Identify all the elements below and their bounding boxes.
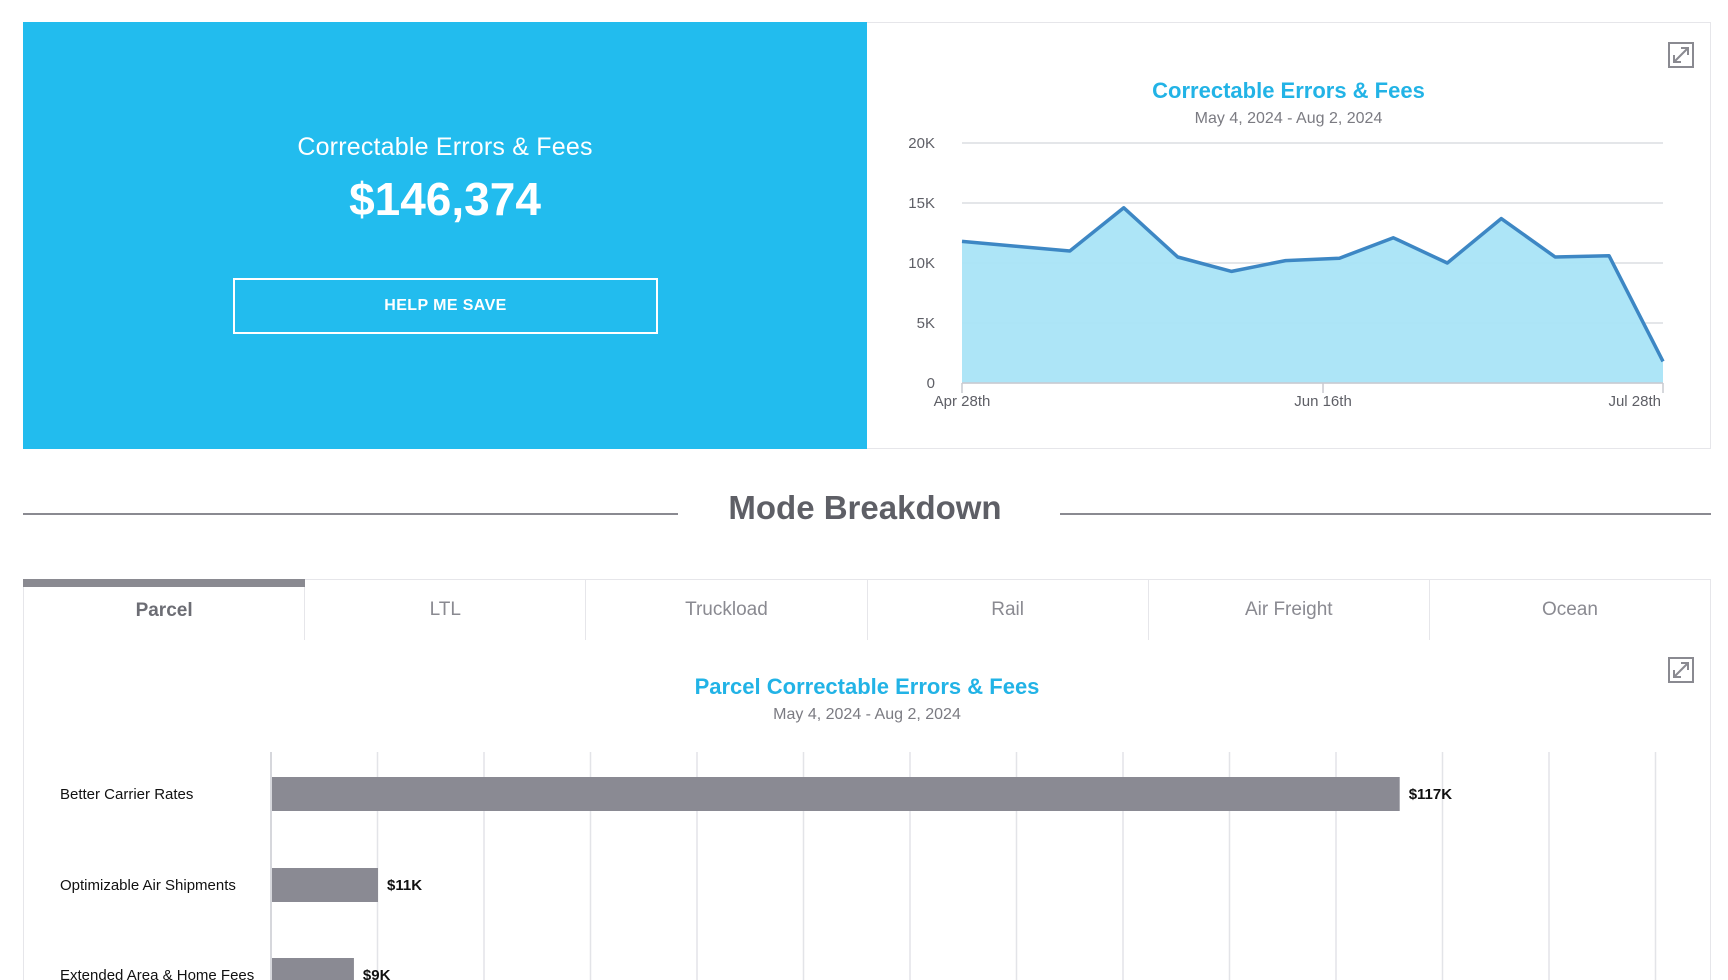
parcel-chart-card: Better Carrier Rates $117K Optimizable Air… bbox=[23, 640, 1711, 980]
errors-fees-chart-card: 0 5K 10K 15K 20K Apr 28th Jun 16th Jul 28th Cor… bbox=[867, 22, 1711, 449]
divider-right bbox=[1060, 513, 1711, 515]
x-tick-label: Jul 28th bbox=[1608, 393, 1661, 410]
tab-air-freight[interactable]: Air Freight bbox=[1149, 579, 1430, 641]
summary-title: Correctable Errors & Fees bbox=[23, 133, 867, 162]
chart-date-range: May 4, 2024 - Aug 2, 2024 bbox=[867, 110, 1710, 128]
mode-tabs: Parcel LTL Truckload Rail Air Freight Oc… bbox=[23, 579, 1711, 641]
bar-value-label: $11K bbox=[387, 877, 422, 894]
expand-icon[interactable] bbox=[1668, 42, 1694, 68]
x-tick-label: Apr 28th bbox=[934, 393, 991, 410]
tab-rail[interactable]: Rail bbox=[868, 579, 1149, 641]
divider-left bbox=[23, 513, 678, 515]
chart-title: Parcel Correctable Errors & Fees bbox=[24, 674, 1710, 700]
bar bbox=[272, 777, 1400, 811]
summary-amount: $146,374 bbox=[23, 172, 867, 226]
category-label: Optimizable Air Shipments bbox=[60, 877, 236, 894]
bar bbox=[272, 868, 378, 902]
y-tick-label: 0 bbox=[927, 375, 935, 392]
chart-title: Correctable Errors & Fees bbox=[867, 78, 1710, 104]
section-title: Mode Breakdown bbox=[660, 489, 1070, 527]
area-fill bbox=[962, 208, 1663, 383]
help-me-save-button[interactable]: HELP ME SAVE bbox=[233, 278, 658, 334]
chart-date-range: May 4, 2024 - Aug 2, 2024 bbox=[24, 706, 1710, 724]
category-label: Extended Area & Home Fees bbox=[60, 967, 254, 980]
y-tick-label: 15K bbox=[908, 195, 935, 212]
y-tick-label: 20K bbox=[908, 135, 935, 152]
tab-ocean[interactable]: Ocean bbox=[1430, 579, 1711, 641]
expand-icon[interactable] bbox=[1668, 657, 1694, 683]
bar bbox=[272, 958, 354, 980]
summary-panel: Correctable Errors & Fees $146,374 HELP … bbox=[23, 22, 867, 449]
tab-truckload[interactable]: Truckload bbox=[586, 579, 867, 641]
y-tick-label: 10K bbox=[908, 255, 935, 272]
bar-value-label: $9K bbox=[363, 967, 391, 980]
x-tick-label: Jun 16th bbox=[1294, 393, 1352, 410]
tab-ltl[interactable]: LTL bbox=[305, 579, 586, 641]
bar-value-label: $117K bbox=[1409, 786, 1453, 803]
y-tick-label: 5K bbox=[917, 315, 935, 332]
category-label: Better Carrier Rates bbox=[60, 786, 193, 803]
tab-parcel[interactable]: Parcel bbox=[23, 579, 305, 641]
